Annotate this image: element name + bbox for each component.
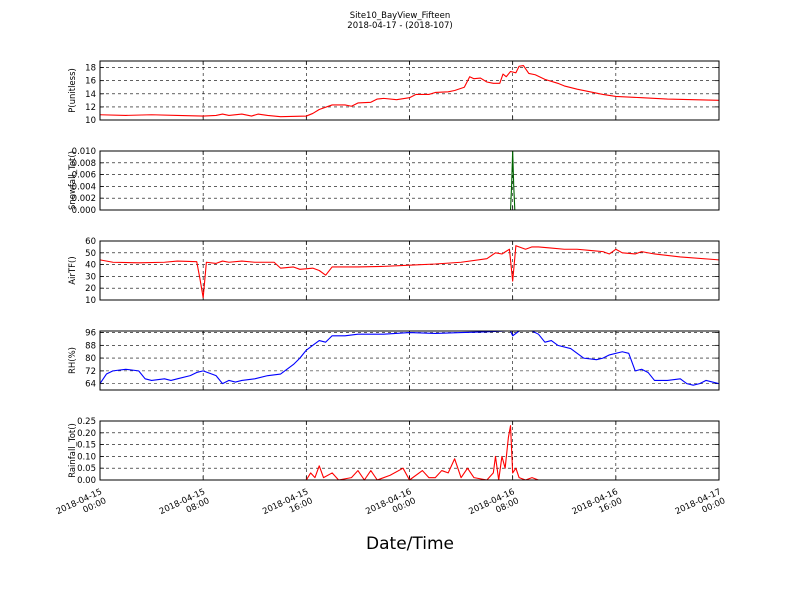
y-tick-label: 0.10 (77, 452, 96, 462)
x-axis-label: Date/Time (366, 534, 454, 554)
axes-frame (99, 150, 720, 211)
y-tick-label: 80 (85, 354, 96, 364)
y-axis-label: AirTF() (68, 256, 78, 284)
y-tick-label: 16 (85, 77, 96, 87)
y-tick-label: 12 (85, 103, 96, 113)
x-tick-label: 2018-04-1516:00 (261, 487, 314, 526)
y-tick-label: 30 (85, 272, 96, 282)
y-tick-label: 18 (85, 64, 96, 74)
y-tick-label: 10 (85, 296, 96, 306)
series-line (99, 330, 720, 386)
y-tick-label: 60 (85, 237, 96, 247)
y-tick-label: 10 (85, 116, 96, 126)
x-tick-label: 2018-04-1608:00 (467, 487, 520, 526)
y-tick-label: 0.004 (72, 182, 96, 192)
y-axis-label: RH(%) (68, 347, 78, 374)
x-tick-label: 2018-04-1500:00 (55, 487, 108, 526)
y-axis-label: Rainfall_Tot() (68, 423, 78, 478)
axes-frame (99, 240, 720, 301)
axes-frame (99, 60, 720, 121)
y-tick-label: 0.05 (77, 464, 96, 474)
axes-frame (99, 420, 720, 481)
axes-frame (99, 330, 720, 391)
panel-4: 64 72 80 88 96 RH(%) (68, 329, 720, 391)
chart-title: Site10_BayView_Fifteen (349, 11, 451, 21)
y-tick-label: 14 (85, 90, 96, 100)
y-axis-label: P(unitless) (68, 68, 78, 113)
y-tick-label: 64 (85, 380, 96, 390)
x-tick-label: 2018-04-1700:00 (674, 487, 727, 526)
y-tick-label: 96 (85, 329, 96, 339)
panel-1: 10 12 14 16 18 P(unitless) (68, 60, 720, 126)
y-tick-label: 0.002 (72, 194, 96, 204)
y-tick-label: 0.008 (72, 159, 96, 169)
y-tick-label: 0.00 (77, 476, 96, 486)
x-tick-label: 2018-04-1508:00 (158, 487, 211, 526)
x-tick-label: 2018-04-1600:00 (364, 487, 417, 526)
y-tick-label: 0.15 (77, 441, 96, 451)
y-tick-label: 20 (85, 284, 96, 294)
y-tick-label: 0.010 (72, 147, 96, 157)
y-tick-label: 0.20 (77, 429, 96, 439)
series-line (99, 245, 720, 299)
series-line (99, 65, 720, 118)
y-tick-label: 72 (85, 367, 96, 377)
series-line (100, 425, 719, 481)
x-tick-label: 2018-04-1616:00 (571, 487, 624, 526)
y-tick-label: 0.006 (72, 171, 96, 181)
y-tick-label: 0.25 (77, 417, 96, 427)
y-tick-label: 88 (85, 341, 96, 351)
y-tick-label: 0.000 (72, 206, 96, 216)
y-axis-label: Snowfall_Tot() (68, 151, 78, 210)
y-tick-label: 40 (85, 261, 96, 271)
chart-subtitle: 2018-04-17 - (2018-107) (347, 21, 453, 31)
y-tick-label: 50 (85, 249, 96, 259)
